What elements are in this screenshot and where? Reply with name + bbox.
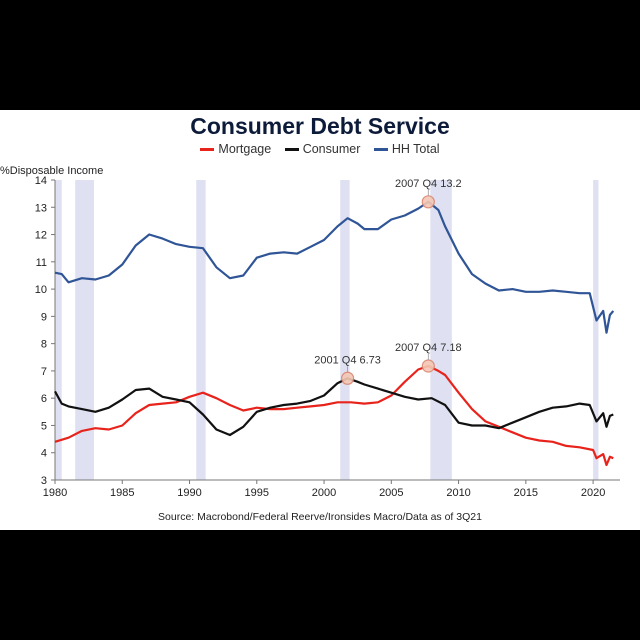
legend-label-mortgage: Mortgage: [218, 142, 272, 156]
y-tick-label-11: 11: [36, 257, 47, 269]
annotation-marker-2: [421, 359, 435, 373]
source-note: Source: Macrobond/Federal Reerve/Ironsid…: [158, 511, 482, 523]
recession-band-4: [430, 180, 452, 480]
chart-panel: [0, 110, 640, 530]
legend-swatch-hh-total: [373, 148, 388, 151]
x-tick-label-2005: 2005: [379, 487, 403, 499]
legend-item-mortgage: Mortgage: [200, 142, 271, 156]
y-tick-label-10: 10: [35, 284, 47, 296]
x-tick-label-1990: 1990: [177, 487, 201, 499]
x-tick-label-1980: 1980: [43, 487, 67, 499]
recession-band-1: [75, 180, 95, 480]
y-axis-label: %Disposable Income: [0, 165, 104, 177]
y-tick-label-5: 5: [41, 420, 47, 432]
x-tick-label-2020: 2020: [581, 487, 605, 499]
chart-title: Consumer Debt Service: [190, 113, 450, 139]
x-tick-label-2000: 2000: [312, 487, 336, 499]
recession-band-0: [55, 180, 62, 480]
annotation-label-0: 2007 Q4 13.2: [395, 178, 462, 190]
annotation-marker-0: [421, 195, 435, 209]
legend-item-hh-total: HH Total: [373, 142, 440, 156]
y-tick-label-7: 7: [41, 366, 47, 378]
y-tick-label-12: 12: [35, 230, 47, 242]
y-tick-label-8: 8: [41, 339, 47, 351]
series-line-mortgage: [54, 364, 614, 467]
annotation-label-2: 2007 Q4 7.18: [395, 342, 462, 354]
legend-label-hh-total: HH Total: [391, 142, 440, 156]
y-tick-label-13: 13: [35, 202, 47, 214]
x-tick-label-1985: 1985: [110, 487, 134, 499]
recession-band-5: [593, 180, 599, 480]
legend-swatch-mortgage: [200, 148, 215, 151]
legend-swatch-consumer: [284, 148, 299, 151]
annotation-label-1: 2001 Q4 6.73: [314, 354, 381, 366]
recession-band-3: [340, 180, 350, 480]
y-tick-label-6: 6: [41, 393, 47, 405]
legend-item-consumer: Consumer: [284, 142, 361, 156]
x-tick-label-2015: 2015: [514, 487, 538, 499]
x-tick-label-2010: 2010: [446, 487, 470, 499]
y-tick-label-9: 9: [41, 311, 47, 323]
legend: Mortgage Consumer HH Total: [0, 142, 640, 156]
y-tick-label-3: 3: [41, 475, 47, 487]
y-tick-label-14: 14: [35, 175, 47, 187]
legend-label-consumer: Consumer: [302, 142, 361, 156]
series-line-consumer: [54, 377, 614, 437]
x-tick-label-1995: 1995: [245, 487, 269, 499]
series-line-hh-total: [54, 200, 615, 334]
y-tick-label-4: 4: [41, 448, 47, 460]
recession-band-2: [196, 180, 206, 480]
annotation-marker-1: [340, 371, 355, 385]
